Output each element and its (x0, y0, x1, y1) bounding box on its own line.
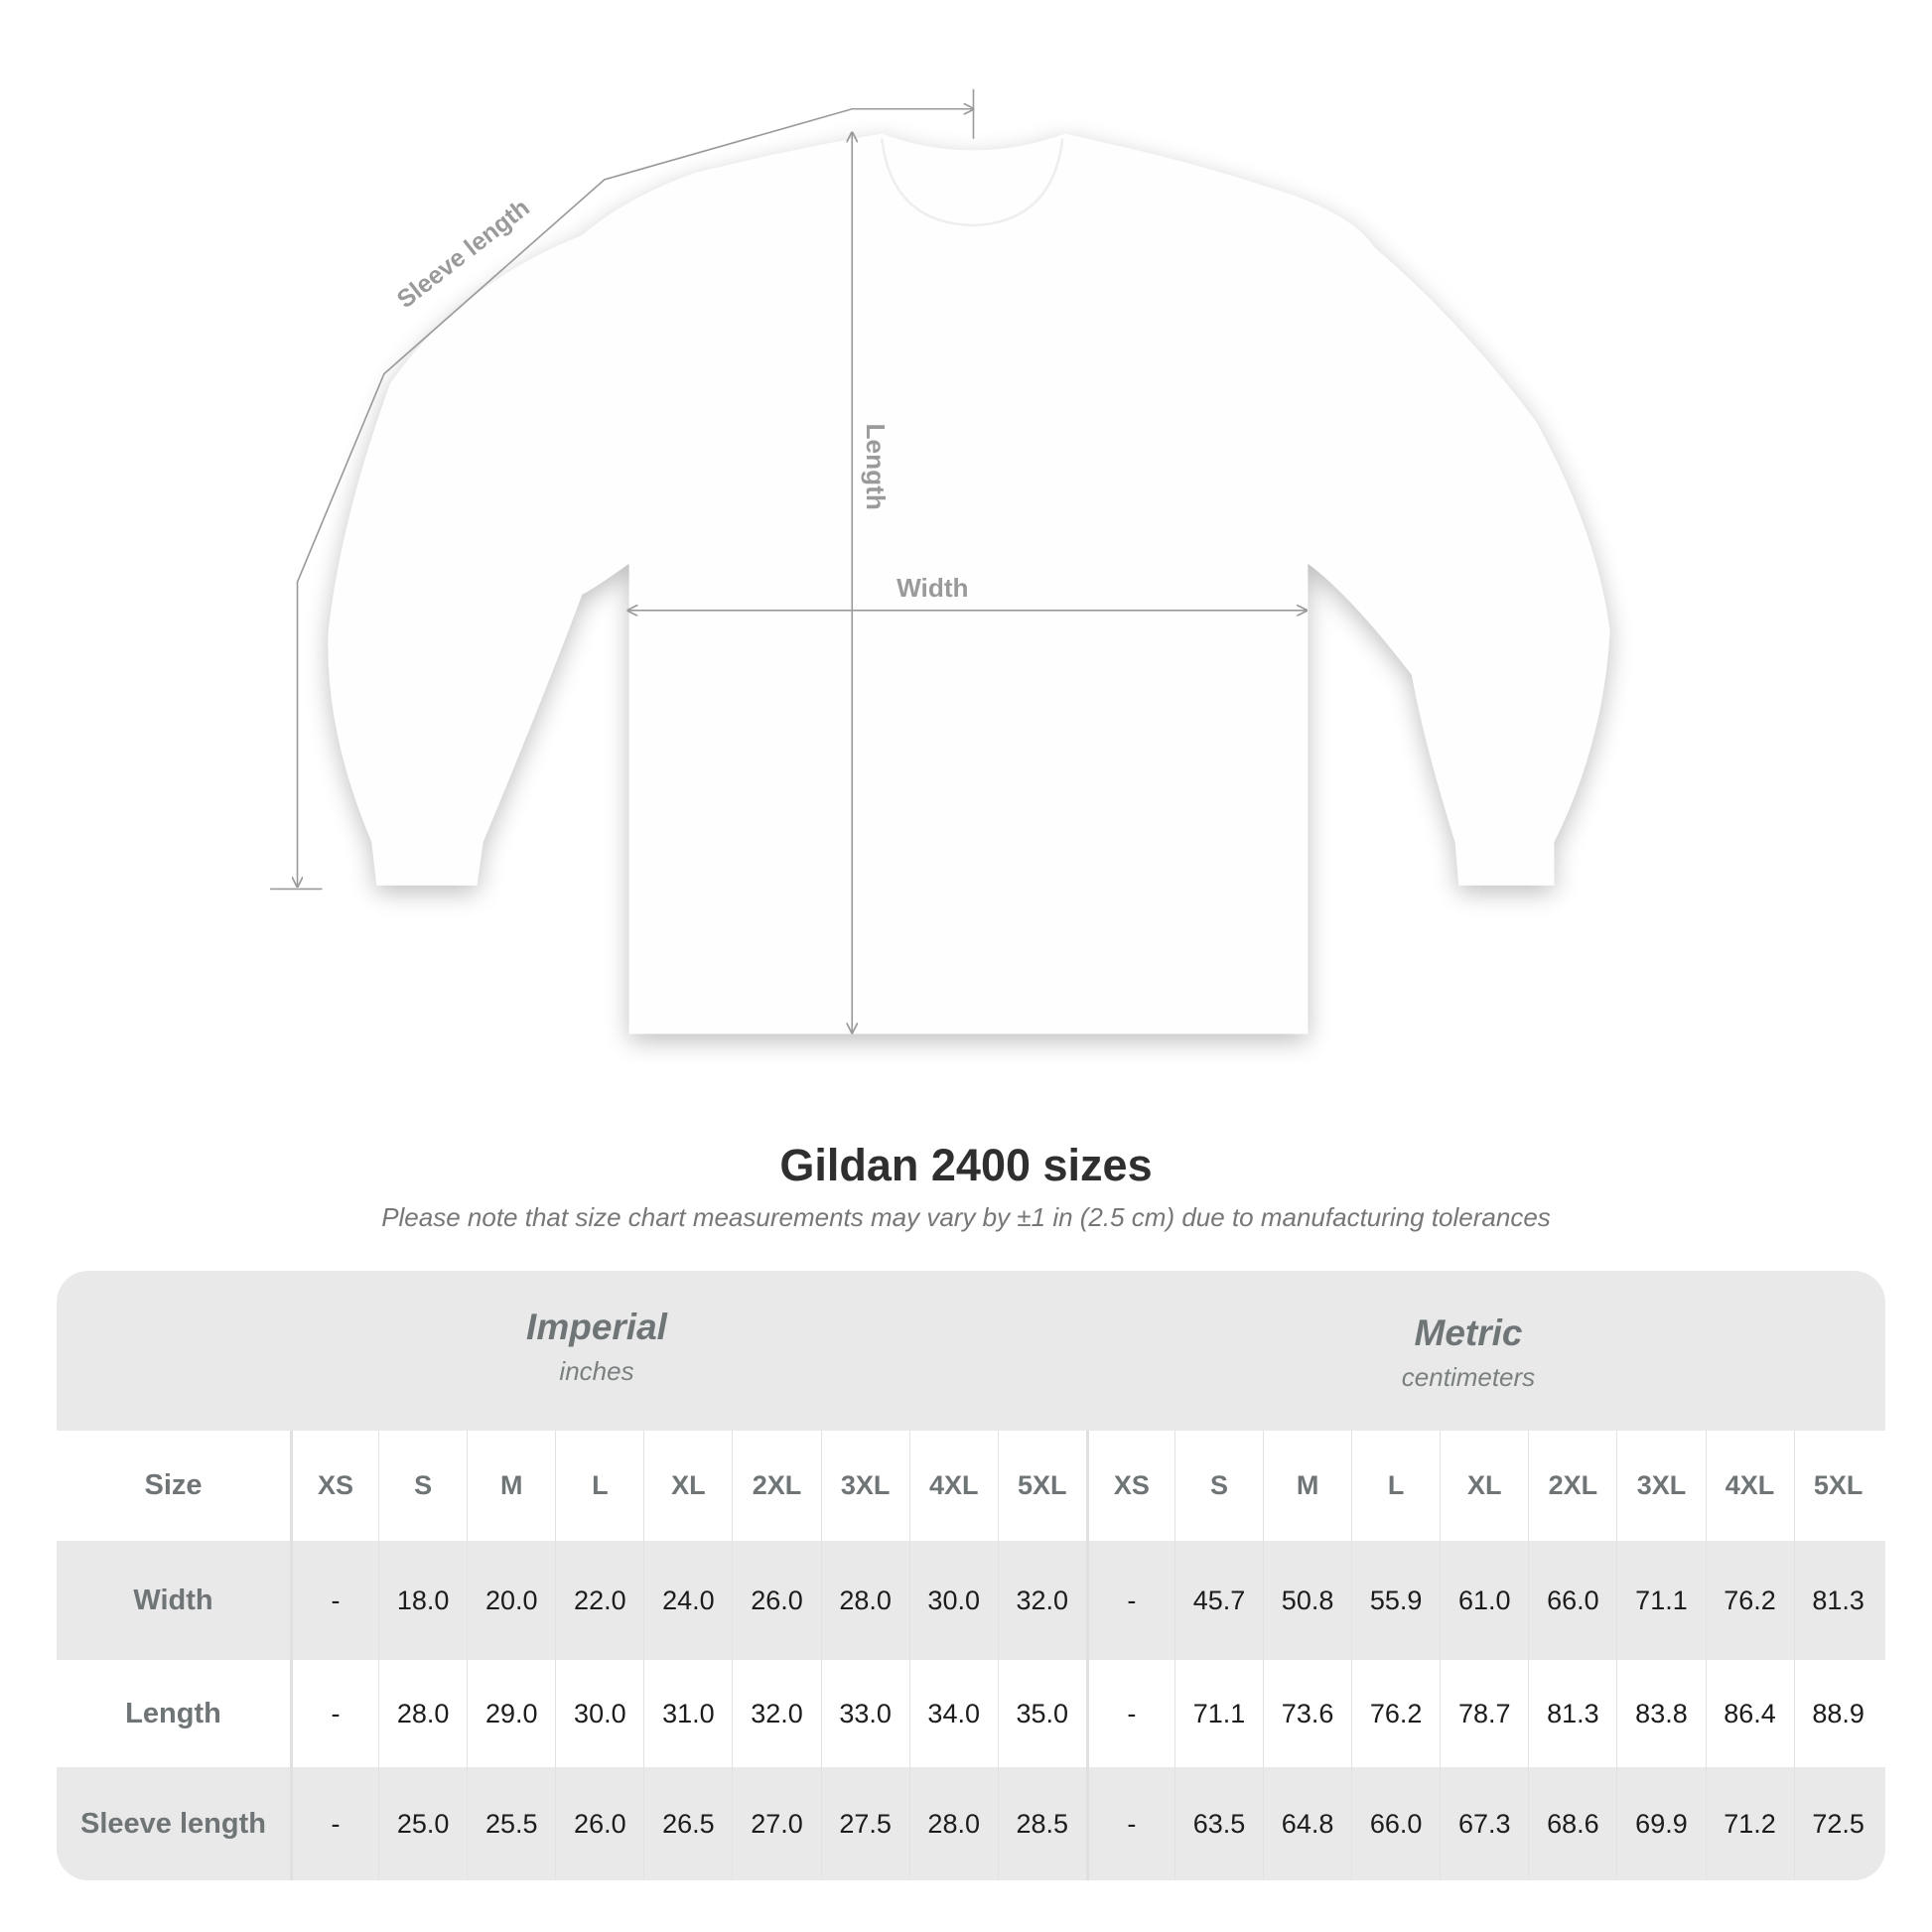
value-cell: 33.0 (820, 1660, 909, 1767)
value-cell: 32.0 (997, 1541, 1086, 1660)
size-header-cell: XL (643, 1431, 732, 1541)
size-header-cell: S (1173, 1431, 1263, 1541)
value-cell: 24.0 (643, 1541, 732, 1660)
value-cell: 64.8 (1263, 1767, 1351, 1880)
size-table: Imperial inches Metric centimeters Size X… (57, 1271, 1885, 1880)
size-header-cell: 4XL (908, 1431, 998, 1541)
value-cell: - (290, 1660, 378, 1767)
value-cell: - (290, 1541, 378, 1660)
value-cell: 27.0 (732, 1767, 820, 1880)
value-cell: 66.0 (1528, 1541, 1616, 1660)
size-header-cell: XS (1085, 1431, 1174, 1541)
size-header-cell: 3XL (1616, 1431, 1705, 1541)
size-header-cell: 5XL (1793, 1431, 1882, 1541)
table-row: Sleeve length -25.0 25.5 26.0 26.5 27.0 27.5 28… (57, 1767, 1885, 1880)
value-cell: 88.9 (1793, 1660, 1882, 1767)
size-header-cell: 2XL (732, 1431, 820, 1541)
value-cell: 35.0 (997, 1660, 1086, 1767)
value-cell: 25.5 (467, 1767, 555, 1880)
value-cell: 67.3 (1440, 1767, 1528, 1880)
size-header-cell: 4XL (1705, 1431, 1794, 1541)
table-row: Width -18.0 20.0 22.0 24.0 26.0 28.0 30.0 32.0-4… (57, 1541, 1885, 1660)
shirt-diagram: Sleeve length Length Width (270, 88, 1610, 1035)
size-header-cell: 3XL (820, 1431, 909, 1541)
header-band (57, 1271, 1885, 1431)
value-cell: 27.5 (820, 1767, 909, 1880)
value-cell: 26.0 (732, 1541, 820, 1660)
value-cell: 50.8 (1263, 1541, 1351, 1660)
value-cell: 63.5 (1173, 1767, 1263, 1880)
value-cell: - (1085, 1660, 1174, 1767)
value-cell: 32.0 (732, 1660, 820, 1767)
value-cell: 71.1 (1173, 1660, 1263, 1767)
value-cell: 28.5 (997, 1767, 1086, 1880)
value-cell: 28.0 (908, 1767, 998, 1880)
value-cell: 55.9 (1351, 1541, 1440, 1660)
size-header-cell: M (1263, 1431, 1351, 1541)
value-cell: 66.0 (1351, 1767, 1440, 1880)
imperial-title: Imperial (526, 1307, 667, 1347)
imperial-unit: inches (559, 1356, 634, 1386)
value-cell: - (1085, 1767, 1174, 1880)
value-cell: 86.4 (1705, 1660, 1794, 1767)
tolerance-note: Please note that size chart measurements… (381, 1202, 1551, 1232)
metric-unit: centimeters (1401, 1362, 1536, 1392)
row-label: Sleeve length (80, 1807, 266, 1840)
value-cell: 76.2 (1351, 1660, 1440, 1767)
value-cell: 81.3 (1793, 1541, 1882, 1660)
value-cell: 30.0 (555, 1660, 643, 1767)
size-header-cell: M (467, 1431, 555, 1541)
metric-title: Metric (1414, 1312, 1523, 1353)
size-header-cell: L (1351, 1431, 1440, 1541)
value-cell: 34.0 (908, 1660, 998, 1767)
row-label: Length (125, 1697, 221, 1729)
row-label: Size (144, 1469, 203, 1501)
value-cell: 45.7 (1173, 1541, 1263, 1660)
value-cell: - (290, 1767, 378, 1880)
size-header-row: Size XS S M L XL 2XL 3XL 4XL 5XL XS S M L XL 2XL 3XL 4XL 5… (57, 1431, 1885, 1541)
value-cell: 68.6 (1528, 1767, 1616, 1880)
value-cell: 83.8 (1616, 1660, 1705, 1767)
value-cell: 76.2 (1705, 1541, 1794, 1660)
size-header-cell: XS (290, 1431, 378, 1541)
table-row: Length -28.0 29.0 30.0 31.0 32.0 33.0 34.0 35.0-… (57, 1660, 1885, 1767)
width-label: Width (897, 573, 968, 603)
value-cell: 72.5 (1793, 1767, 1882, 1880)
value-cell: 28.0 (378, 1660, 467, 1767)
value-cell: 73.6 (1263, 1660, 1351, 1767)
shirt-body (328, 133, 1610, 1035)
value-cell: 31.0 (643, 1660, 732, 1767)
value-cell: 71.2 (1705, 1767, 1794, 1880)
value-cell: - (1085, 1541, 1174, 1660)
size-header-cell: XL (1440, 1431, 1528, 1541)
value-cell: 71.1 (1616, 1541, 1705, 1660)
size-header-cell: 5XL (997, 1431, 1086, 1541)
page-title: Gildan 2400 sizes (779, 1140, 1153, 1190)
value-cell: 61.0 (1440, 1541, 1528, 1660)
value-cell: 22.0 (555, 1541, 643, 1660)
size-header-cell: 2XL (1528, 1431, 1616, 1541)
value-cell: 30.0 (908, 1541, 998, 1660)
value-cell: 26.0 (555, 1767, 643, 1880)
value-cell: 20.0 (467, 1541, 555, 1660)
value-cell: 28.0 (820, 1541, 909, 1660)
size-header-cell: L (555, 1431, 643, 1541)
size-header-cell: S (378, 1431, 467, 1541)
row-label: Width (133, 1584, 213, 1616)
value-cell: 18.0 (378, 1541, 467, 1660)
value-cell: 25.0 (378, 1767, 467, 1880)
value-cell: 69.9 (1616, 1767, 1705, 1880)
imperial-header: Imperial inches (348, 1307, 845, 1387)
value-cell: 26.5 (643, 1767, 732, 1880)
length-label: Length (861, 424, 891, 510)
value-cell: 78.7 (1440, 1660, 1528, 1767)
value-cell: 29.0 (467, 1660, 555, 1767)
value-cell: 81.3 (1528, 1660, 1616, 1767)
sleeve-length-line (298, 109, 974, 887)
metric-header: Metric centimeters (1220, 1312, 1717, 1393)
